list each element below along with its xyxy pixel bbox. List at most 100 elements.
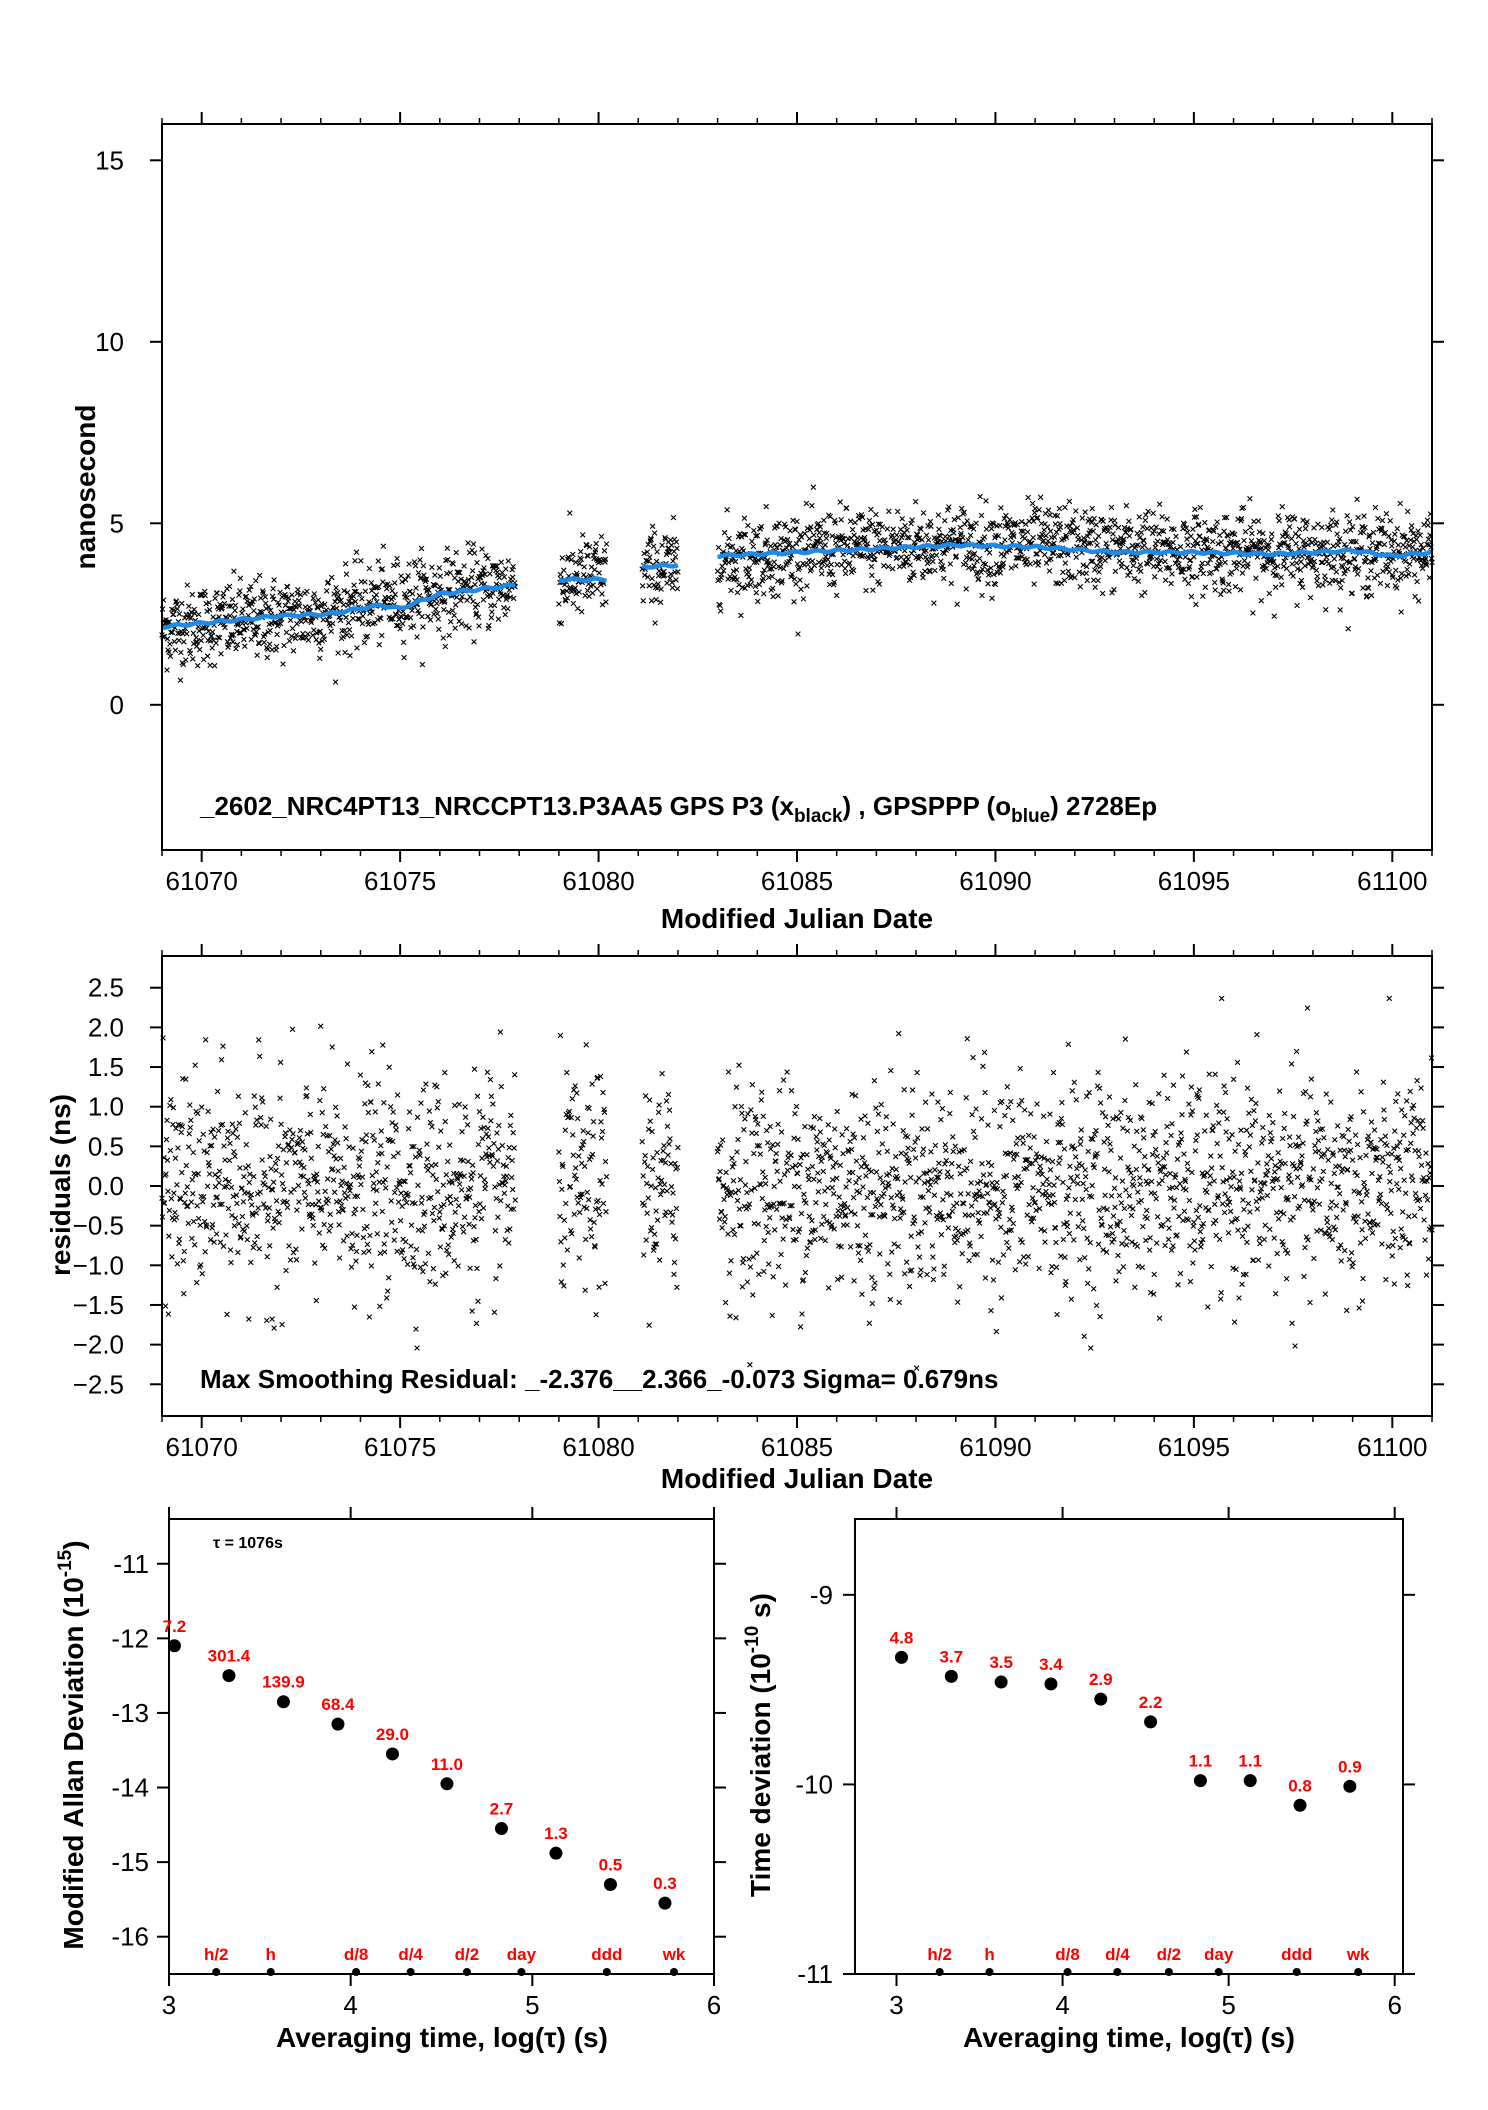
residual-point [418,1100,424,1106]
raw-point [798,586,804,593]
raw-point [1185,580,1192,587]
residual-point [383,1295,390,1301]
raw-point [1346,519,1353,525]
raw-point [452,602,459,608]
residual-point [294,1207,300,1213]
raw-point [1020,528,1026,534]
residual-point [372,1109,379,1115]
deviation-point [658,1896,672,1910]
residual-point [1375,1221,1381,1228]
residual-point [1394,1181,1400,1187]
residual-point [442,1069,448,1076]
raw-point [1072,574,1078,581]
residual-point [1194,1132,1201,1138]
raw-point [1036,507,1042,513]
residual-point [1279,1135,1286,1142]
raw-point [909,517,915,523]
raw-point [937,533,944,539]
residual-point [1090,1286,1097,1292]
raw-point [350,593,357,600]
raw-point [295,586,301,593]
raw-point [220,590,227,597]
raw-point [1159,514,1165,520]
residual-point [1352,1132,1359,1138]
residual-point [1197,1228,1204,1235]
raw-point [1134,530,1141,537]
raw-point [1295,533,1302,540]
raw-point [885,563,892,570]
residual-point [733,1315,739,1321]
residual-point [183,1076,189,1082]
residual-point [892,1153,899,1160]
x-tick-label: 6 [707,1990,721,2020]
residual-point [721,1219,728,1225]
residual-point [1177,1180,1183,1187]
raw-point [1324,539,1331,546]
raw-point [419,661,426,668]
residual-point [1219,1164,1225,1171]
residual-point [1072,1196,1079,1203]
residual-point [1410,1130,1416,1137]
raw-point [364,633,371,640]
residual-point [1381,1107,1387,1113]
raw-point [303,617,309,624]
residual-point [940,1197,946,1203]
residual-point [564,1247,571,1253]
residual-point [276,1219,282,1226]
residual-point [190,1149,197,1156]
raw-point [970,551,976,558]
residual-point [320,1086,327,1092]
residual-point [963,1095,969,1101]
residual-point [989,1257,996,1263]
raw-point [846,560,853,566]
residual-point [343,1135,349,1142]
residual-point [1068,1174,1074,1181]
residual-point [187,1124,194,1131]
raw-point [1142,517,1149,524]
residual-point [444,1158,451,1165]
residual-point [781,1171,788,1178]
residual-point [494,1158,501,1164]
residual-point [1118,1200,1125,1206]
residual-point [419,1228,426,1234]
residual-point [224,1311,230,1318]
residual-point [196,1138,202,1144]
y-tick-label: 5 [110,508,124,538]
residual-point [593,1311,599,1318]
residual-point [1159,1177,1165,1184]
residual-point [924,1271,930,1278]
raw-point [1090,577,1097,583]
residual-point [220,1043,226,1049]
raw-point [969,566,976,572]
residual-point [228,1259,234,1266]
time-marker-dot [1063,1968,1072,1976]
raw-point [376,584,382,590]
raw-point [1314,573,1321,580]
residual-point [185,1220,192,1227]
residual-point [853,1158,860,1164]
raw-point [962,559,969,566]
raw-point [432,572,438,578]
residual-point [598,1119,604,1125]
raw-point [376,641,383,648]
raw-point [815,538,821,545]
raw-point [252,632,259,638]
raw-point [641,572,648,578]
residual-point [825,1122,832,1128]
raw-point [1413,536,1420,543]
residual-point [266,1243,273,1249]
residual-point [813,1134,820,1140]
residual-point [205,1108,211,1115]
residual-point [299,1226,305,1232]
residual-point [456,1181,463,1187]
residual-point [1357,1154,1363,1161]
residual-point [511,1145,517,1151]
residual-point [995,1259,1002,1265]
raw-point [1046,568,1053,574]
raw-point [1294,602,1300,609]
residual-point [716,1216,723,1222]
residual-point [755,1221,762,1227]
residual-point [1181,1151,1187,1157]
residual-point [1154,1214,1161,1220]
raw-point [189,591,196,598]
